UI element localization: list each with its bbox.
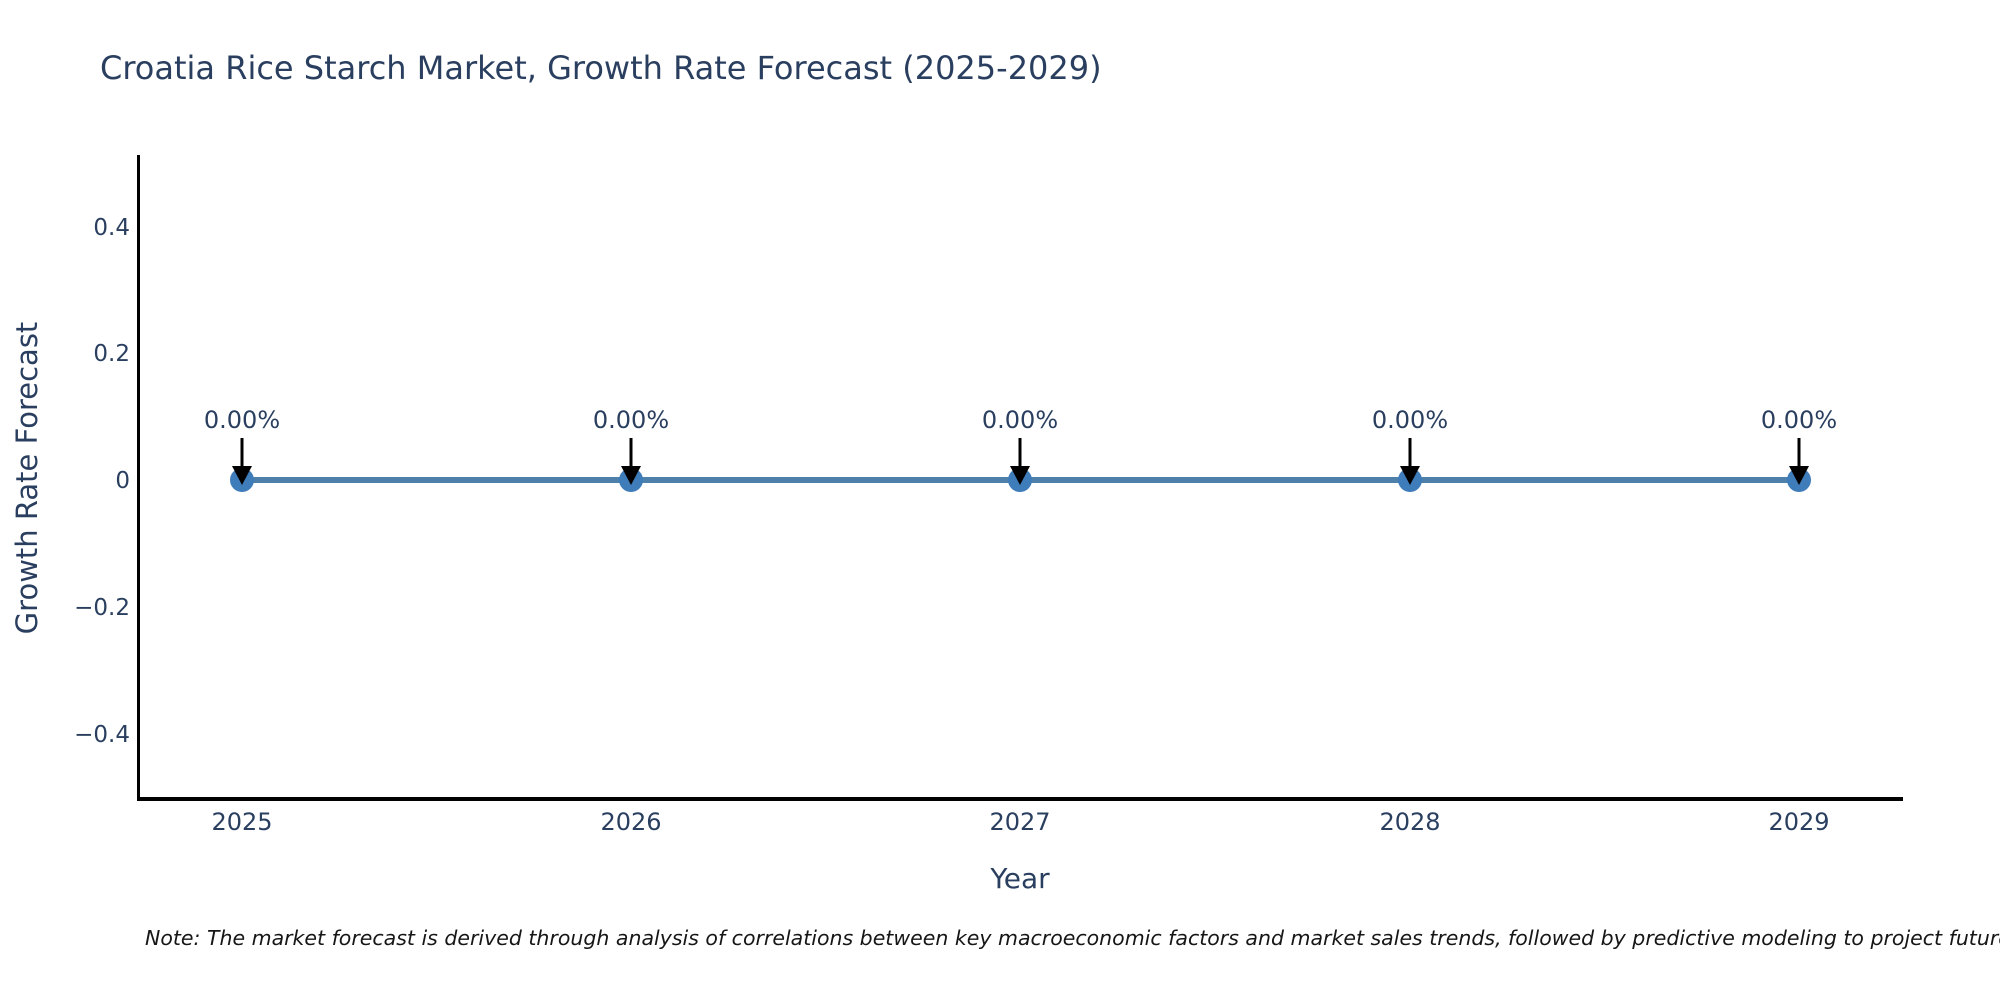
y-axis-line xyxy=(137,155,140,801)
y-tick-label-0.2: 0.2 xyxy=(93,341,130,367)
y-tick-label-neg0.4: −0.4 xyxy=(74,722,130,748)
point-value-label-2026: 0.00% xyxy=(592,406,670,434)
x-tick-label-2028: 2028 xyxy=(1379,808,1441,836)
point-value-label-2029: 0.00% xyxy=(1760,406,1838,434)
x-tick-label-2025: 2025 xyxy=(211,808,273,836)
annotation-arrow-line-2028 xyxy=(1408,438,1412,468)
annotation-arrow-head-icon xyxy=(1400,466,1420,485)
annotation-arrow-head-icon xyxy=(232,466,252,485)
y-tick-label-0.4: 0.4 xyxy=(93,215,130,241)
x-tick-label-2027: 2027 xyxy=(989,808,1051,836)
x-axis-line xyxy=(137,797,1903,801)
x-tick-label-2026: 2026 xyxy=(600,808,662,836)
chart-title: Croatia Rice Starch Market, Growth Rate … xyxy=(100,49,1102,87)
footnote: Note: The market forecast is derived thr… xyxy=(145,926,2000,950)
annotation-arrow-line-2026 xyxy=(629,438,633,468)
annotation-arrow-head-icon xyxy=(1789,466,1809,485)
x-axis-title: Year xyxy=(990,862,1050,895)
annotation-arrow-line-2029 xyxy=(1797,438,1801,468)
annotation-arrow-line-2025 xyxy=(240,438,244,468)
y-tick-label-0: 0 xyxy=(115,468,130,494)
y-tick-label-neg0.2: −0.2 xyxy=(74,595,130,621)
annotation-arrow-head-icon xyxy=(621,466,641,485)
point-value-label-2025: 0.00% xyxy=(203,406,281,434)
point-value-label-2028: 0.00% xyxy=(1371,406,1449,434)
annotation-arrow-head-icon xyxy=(1010,466,1030,485)
point-value-label-2027: 0.00% xyxy=(981,406,1059,434)
x-tick-label-2029: 2029 xyxy=(1768,808,1830,836)
annotation-arrow-line-2027 xyxy=(1018,438,1022,468)
